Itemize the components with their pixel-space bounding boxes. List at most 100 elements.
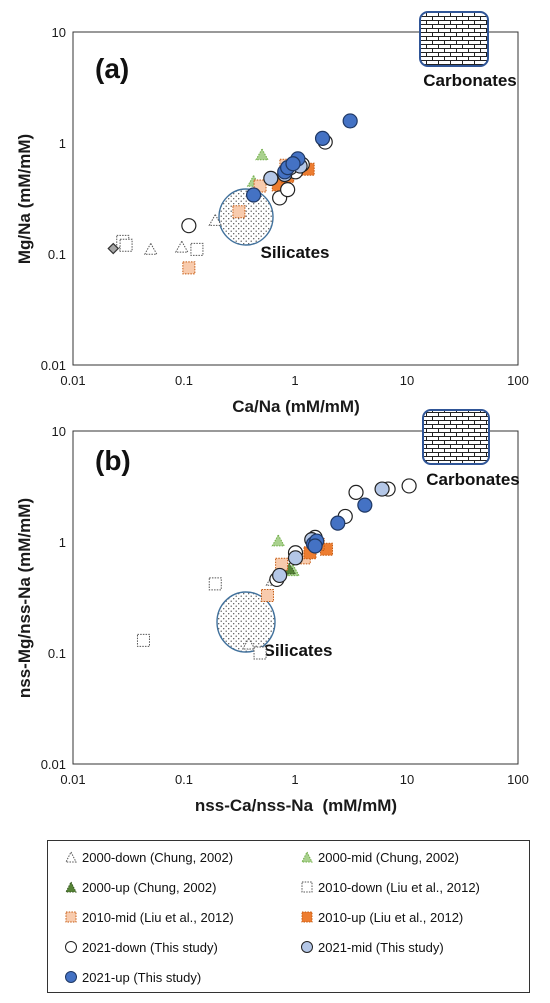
square-marker-icon xyxy=(65,911,77,923)
data-point-2021-up-this-study xyxy=(307,538,323,554)
data-point-2021-down-this-study xyxy=(348,484,364,500)
legend-item: 2010-up (Liu et al., 2012) xyxy=(300,907,463,927)
carbonates-label: Carbonates xyxy=(426,470,520,489)
y-tick-label: 0.1 xyxy=(48,646,66,661)
x-tick-label: 100 xyxy=(507,772,529,787)
circle-marker-icon xyxy=(301,941,313,953)
y-axis-title: Mg/Na (mM/mM) xyxy=(15,134,34,264)
legend-label: 2010-mid (Liu et al., 2012) xyxy=(82,909,234,925)
data-point-2000-down-chung-2002 xyxy=(241,637,256,650)
y-tick-label: 10 xyxy=(52,424,66,439)
data-point-2021-mid-this-study xyxy=(272,567,288,584)
data-point-2000-down-chung-2002 xyxy=(174,240,189,253)
x-tick-label: 100 xyxy=(507,373,529,388)
panel-a: 0.01 0.1 1 10 100 0.01 0.1 1 10 Ca/Na (m… xyxy=(15,11,529,416)
silicates-label: Silicates xyxy=(261,243,330,262)
data-point-2021-up-this-study xyxy=(314,130,331,147)
data-point-2021-up-this-study xyxy=(285,156,301,172)
x-axis-title: nss-Ca/nss-Na (mM/mM) xyxy=(195,796,397,815)
plot-frame xyxy=(72,430,519,765)
silicates-ellipse xyxy=(216,591,276,653)
y-tick-label: 1 xyxy=(59,535,66,550)
panel-b: 0.01 0.1 1 10 100 0.01 0.1 1 10 nss-Ca/n… xyxy=(15,409,529,815)
x-tick-label: 10 xyxy=(400,373,414,388)
legend-item: 2021-down (This study) xyxy=(64,937,218,957)
x-tick-label: 10 xyxy=(400,772,414,787)
data-point-2010-mid-liu-et-al-2012 xyxy=(260,588,274,602)
legend-label: 2021-down (This study) xyxy=(82,939,218,955)
square-marker-icon xyxy=(301,881,313,893)
data-point-2021-mid-this-study xyxy=(263,170,279,186)
data-marks xyxy=(107,113,358,275)
figure: 0.01 0.1 1 10 100 0.01 0.1 1 10 Ca/Na (m… xyxy=(15,11,529,815)
data-marks xyxy=(136,478,417,660)
circle-marker-icon xyxy=(65,941,77,953)
x-axis-title: Ca/Na (mM/mM) xyxy=(232,397,360,416)
data-point-2010-down-liu-et-al-2012 xyxy=(190,242,204,256)
data-point-2010-down-liu-et-al-2012 xyxy=(119,238,133,252)
legend-label: 2010-down (Liu et al., 2012) xyxy=(318,879,480,895)
legend-item: 2021-mid (This study) xyxy=(300,937,444,957)
data-point-2021-up-this-study xyxy=(245,187,262,203)
carbonates-label: Carbonates xyxy=(423,71,517,90)
triangle-marker-icon xyxy=(65,880,77,893)
legend-label: 2000-mid (Chung, 2002) xyxy=(318,849,459,865)
data-point-2021-down-this-study xyxy=(181,218,197,234)
legend-label: 2010-up (Liu et al., 2012) xyxy=(318,909,464,925)
silicates-ellipse xyxy=(218,188,274,246)
y-tick-labels: 0.01 0.1 1 10 xyxy=(41,424,66,772)
data-point-2021-up-this-study xyxy=(357,497,373,513)
carbonates-symbol xyxy=(419,11,489,67)
triangle-marker-icon xyxy=(65,850,77,863)
data-point-2021-mid-this-study xyxy=(287,550,304,566)
plot-frame xyxy=(72,31,519,366)
y-tick-label: 10 xyxy=(52,25,66,40)
y-axis-title: nss-Mg/nss-Na (mM/mM) xyxy=(15,498,34,698)
x-tick-label: 0.01 xyxy=(60,772,85,787)
triangle-marker-icon xyxy=(301,850,313,863)
circle-marker-icon xyxy=(65,971,77,983)
data-point-2010-down-liu-et-al-2012 xyxy=(208,577,222,591)
x-tick-labels: 0.01 0.1 1 10 100 xyxy=(60,772,529,787)
x-tick-label: 1 xyxy=(291,772,298,787)
legend-item: 2000-up (Chung, 2002) xyxy=(64,877,216,897)
y-tick-labels: 0.01 0.1 1 10 xyxy=(41,25,66,373)
carbonates-symbol xyxy=(422,409,490,465)
legend-label: 2021-up (This study) xyxy=(82,969,202,985)
panel-label: (b) xyxy=(95,445,131,476)
y-tick-label: 0.01 xyxy=(41,757,66,772)
data-point-2021-up-this-study xyxy=(342,113,358,129)
y-tick-label: 0.01 xyxy=(41,358,66,373)
legend-label: 2000-down (Chung, 2002) xyxy=(82,849,234,865)
legend-item: 2010-mid (Liu et al., 2012) xyxy=(64,907,234,927)
legend-item: 2010-down (Liu et al., 2012) xyxy=(300,877,480,897)
data-point-2010-mid-liu-et-al-2012 xyxy=(232,205,246,219)
data-point-2021-down-this-study xyxy=(401,478,417,494)
legend-item: 2021-up (This study) xyxy=(64,967,201,987)
legend-item: 2000-down (Chung, 2002) xyxy=(64,847,233,867)
data-point-2000-mid-chung-2002 xyxy=(255,147,269,161)
data-point-2010-mid-liu-et-al-2012 xyxy=(182,261,196,275)
data-point-2021-mid-this-study xyxy=(374,481,390,497)
data-point-2021-up-this-study xyxy=(330,515,346,531)
y-tick-label: 1 xyxy=(59,136,66,151)
data-point-2000-down-chung-2002 xyxy=(143,242,158,255)
data-point-2000-mid-chung-2002 xyxy=(271,534,286,547)
legend: 2000-down (Chung, 2002) 2000-mid (Chung,… xyxy=(47,840,530,993)
data-point-2010-down-liu-et-al-2012 xyxy=(253,646,267,660)
y-tick-label: 0.1 xyxy=(48,247,66,262)
legend-label: 2000-up (Chung, 2002) xyxy=(82,879,217,895)
x-tick-label: 0.1 xyxy=(175,373,193,388)
data-point-2021-down-this-study xyxy=(280,182,296,198)
legend-label: 2021-mid (This study) xyxy=(318,939,444,955)
data-point-2010-down-liu-et-al-2012 xyxy=(136,633,150,647)
data-point-2000-down-chung-2002 xyxy=(208,213,223,226)
panel-label: (a) xyxy=(95,53,129,84)
x-tick-labels: 0.01 0.1 1 10 100 xyxy=(60,373,529,388)
x-tick-label: 1 xyxy=(291,373,298,388)
data-point-other xyxy=(107,242,120,255)
x-tick-label: 0.01 xyxy=(60,373,85,388)
square-marker-icon xyxy=(301,911,313,923)
legend-item: 2000-mid (Chung, 2002) xyxy=(300,847,459,867)
x-tick-label: 0.1 xyxy=(175,772,193,787)
